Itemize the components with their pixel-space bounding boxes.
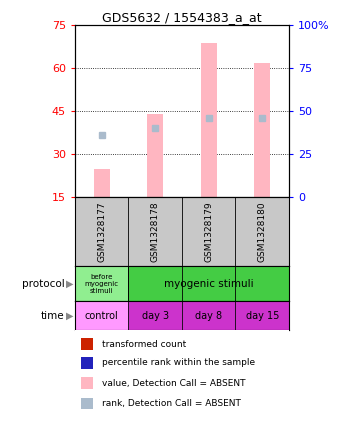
Text: day 8: day 8 [195,311,222,321]
Title: GDS5632 / 1554383_a_at: GDS5632 / 1554383_a_at [102,11,262,24]
Text: GSM1328177: GSM1328177 [97,201,106,262]
Bar [75,301,128,330]
Bar [129,266,289,301]
Bar [81,377,93,389]
Text: rank, Detection Call = ABSENT: rank, Detection Call = ABSENT [102,399,240,408]
Bar [81,357,93,368]
Text: percentile rank within the sample: percentile rank within the sample [102,358,255,367]
Text: GSM1328179: GSM1328179 [204,201,213,262]
Bar [201,43,217,197]
Text: ▶: ▶ [66,311,73,321]
Text: transformed count: transformed count [102,340,186,349]
Text: GSM1328178: GSM1328178 [151,201,159,262]
Bar [81,398,93,409]
Bar [75,266,128,301]
Bar [182,301,235,330]
Text: control: control [85,311,118,321]
Text: GSM1328180: GSM1328180 [258,201,267,262]
Text: before
myogenic
stimuli: before myogenic stimuli [85,274,119,294]
Text: ▶: ▶ [66,279,73,288]
Bar [147,114,163,197]
Text: protocol: protocol [22,279,65,288]
Bar [94,168,109,197]
Bar [254,63,270,197]
Bar [235,301,289,330]
Bar [81,338,93,350]
Text: value, Detection Call = ABSENT: value, Detection Call = ABSENT [102,379,245,388]
Text: myogenic stimuli: myogenic stimuli [164,279,254,288]
Text: day 3: day 3 [141,311,169,321]
Text: day 15: day 15 [245,311,279,321]
Bar [129,301,182,330]
Text: time: time [41,311,65,321]
